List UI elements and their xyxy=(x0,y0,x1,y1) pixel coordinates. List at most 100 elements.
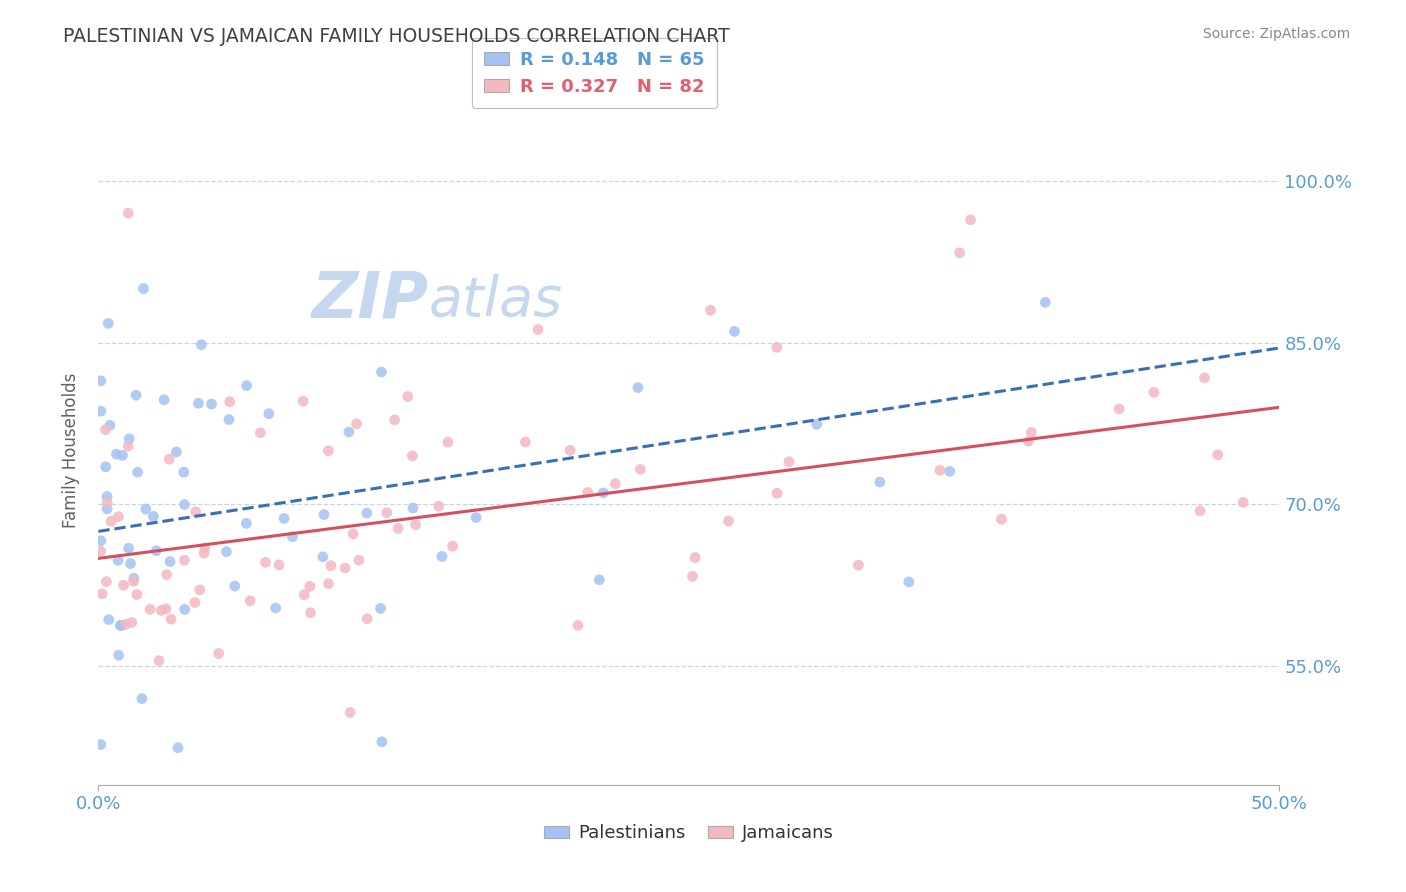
Point xyxy=(90,374,112,388)
Point xyxy=(717,514,740,528)
Point xyxy=(94,459,117,474)
Point xyxy=(131,691,153,706)
Point xyxy=(194,541,217,555)
Point xyxy=(1194,371,1216,385)
Point xyxy=(949,246,972,260)
Point xyxy=(1021,425,1043,440)
Point xyxy=(929,463,952,477)
Point xyxy=(869,475,891,489)
Point xyxy=(187,396,209,410)
Point xyxy=(117,206,139,220)
Point xyxy=(430,549,453,564)
Point xyxy=(111,618,134,632)
Point xyxy=(1033,295,1056,310)
Point xyxy=(356,506,378,520)
Point xyxy=(193,546,215,560)
Point xyxy=(96,490,118,504)
Point xyxy=(91,587,114,601)
Point xyxy=(90,544,112,558)
Point xyxy=(215,545,238,559)
Point xyxy=(681,569,703,583)
Point xyxy=(337,425,360,439)
Point xyxy=(122,574,145,589)
Point xyxy=(959,212,981,227)
Point xyxy=(96,495,118,509)
Point xyxy=(127,465,149,479)
Point xyxy=(173,602,195,616)
Point xyxy=(94,423,117,437)
Point xyxy=(588,573,610,587)
Point xyxy=(766,340,789,354)
Point xyxy=(384,413,406,427)
Point xyxy=(97,316,120,330)
Point xyxy=(173,553,195,567)
Point xyxy=(387,521,409,535)
Point xyxy=(173,498,195,512)
Point xyxy=(145,543,167,558)
Point xyxy=(939,464,962,478)
Point xyxy=(153,392,176,407)
Point xyxy=(105,447,128,461)
Point xyxy=(401,449,423,463)
Point xyxy=(515,435,537,450)
Point xyxy=(110,618,132,632)
Point xyxy=(558,443,581,458)
Point xyxy=(208,647,231,661)
Point xyxy=(249,425,271,440)
Point xyxy=(218,412,240,426)
Point xyxy=(165,445,187,459)
Point xyxy=(115,617,138,632)
Point xyxy=(90,404,112,418)
Point xyxy=(299,606,322,620)
Point xyxy=(188,582,211,597)
Point xyxy=(437,435,460,450)
Point xyxy=(254,556,277,570)
Point xyxy=(96,574,118,589)
Point xyxy=(121,615,143,630)
Point xyxy=(167,740,190,755)
Point xyxy=(184,596,207,610)
Point xyxy=(155,602,177,616)
Point xyxy=(441,539,464,553)
Point xyxy=(184,505,207,519)
Point xyxy=(848,558,870,573)
Point xyxy=(605,476,627,491)
Point xyxy=(699,303,721,318)
Point xyxy=(150,603,173,617)
Point xyxy=(427,499,450,513)
Point xyxy=(173,465,195,479)
Point xyxy=(125,587,148,601)
Point xyxy=(107,553,129,567)
Point xyxy=(160,612,183,626)
Text: atlas: atlas xyxy=(429,274,564,326)
Point xyxy=(120,557,142,571)
Point xyxy=(370,601,392,615)
Point xyxy=(333,561,356,575)
Point xyxy=(576,485,599,500)
Point xyxy=(90,533,112,548)
Point xyxy=(156,567,179,582)
Text: ZIP: ZIP xyxy=(312,268,429,331)
Point xyxy=(1143,385,1166,400)
Point xyxy=(235,378,257,392)
Point xyxy=(371,735,394,749)
Point xyxy=(292,588,315,602)
Point xyxy=(319,558,342,573)
Point xyxy=(592,486,614,500)
Text: PALESTINIAN VS JAMAICAN FAMILY HOUSEHOLDS CORRELATION CHART: PALESTINIAN VS JAMAICAN FAMILY HOUSEHOLD… xyxy=(63,27,730,45)
Point xyxy=(683,550,706,565)
Point xyxy=(264,601,287,615)
Point xyxy=(112,578,135,592)
Point xyxy=(159,555,181,569)
Point xyxy=(396,390,419,404)
Y-axis label: Family Households: Family Households xyxy=(62,373,80,528)
Point xyxy=(90,738,112,752)
Point xyxy=(239,594,262,608)
Point xyxy=(273,511,295,525)
Point xyxy=(117,541,139,556)
Point xyxy=(1206,448,1229,462)
Point xyxy=(139,602,162,616)
Point xyxy=(1232,495,1254,509)
Point xyxy=(312,508,335,522)
Point xyxy=(347,553,370,567)
